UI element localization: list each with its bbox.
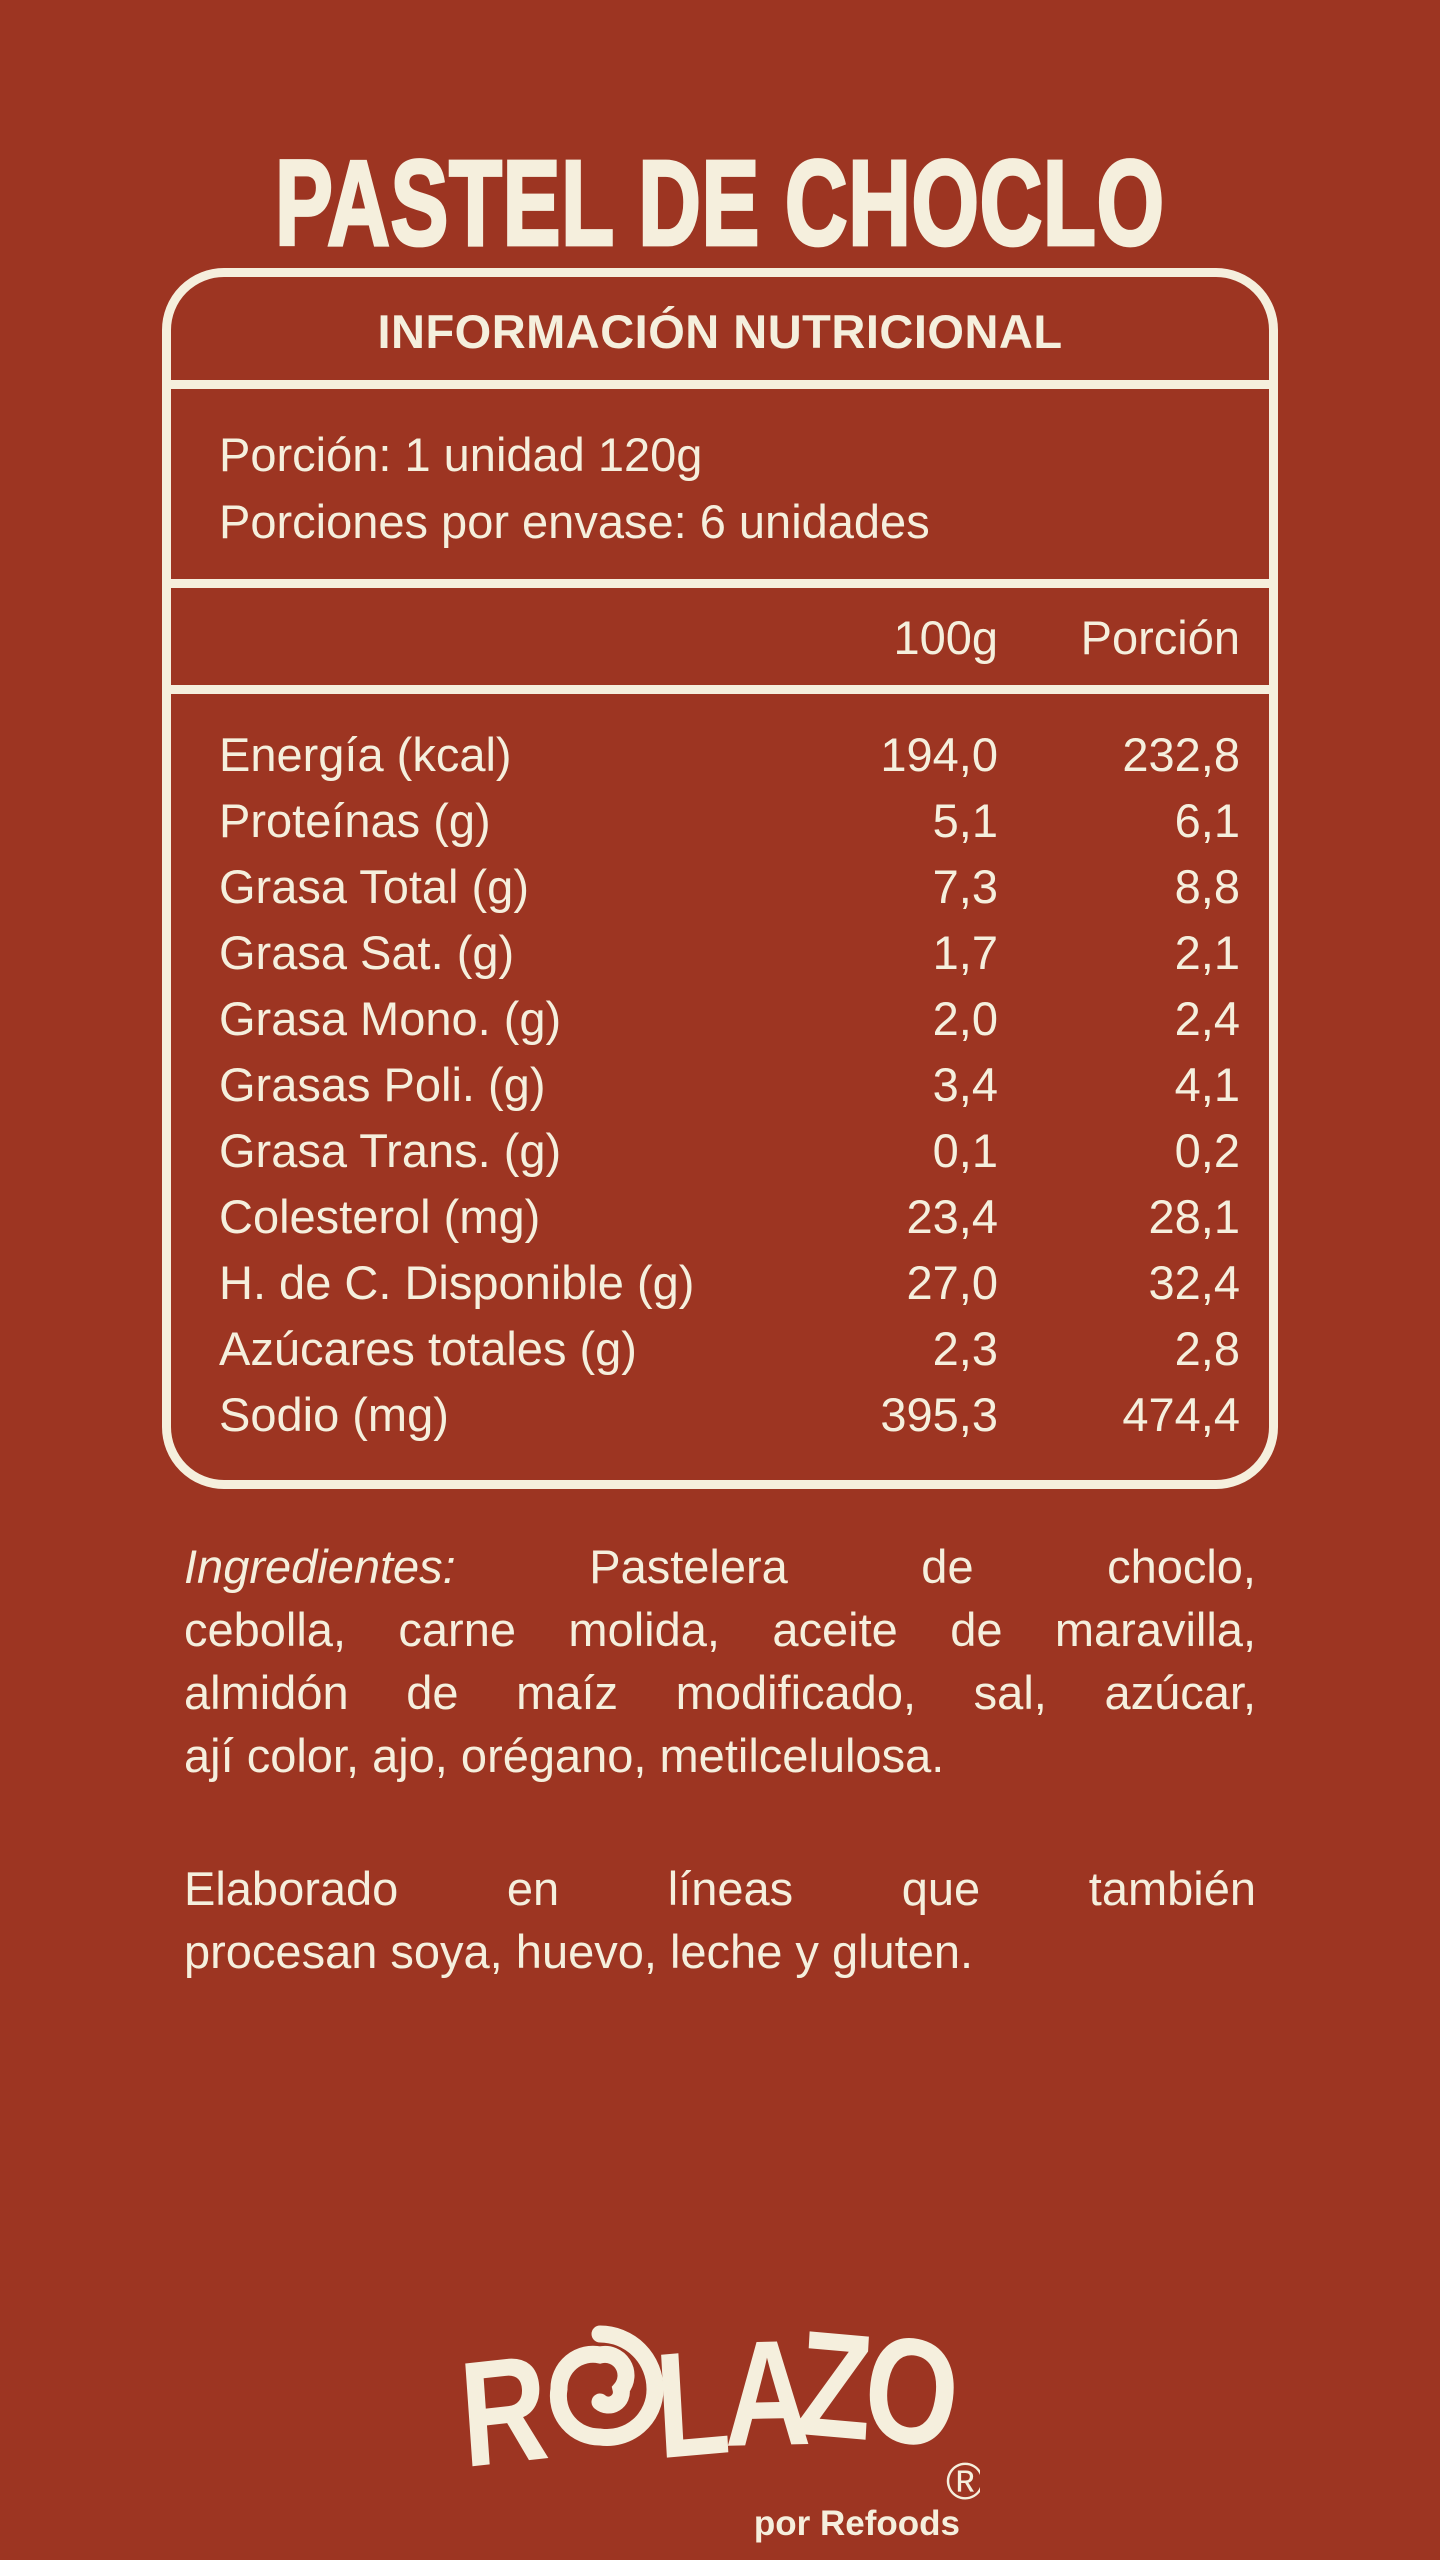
- column-header-100g: 100g: [893, 611, 998, 664]
- value-per-portion: 2,4: [1174, 992, 1240, 1045]
- serving-size: Porción: 1 unidad 120g: [219, 428, 703, 481]
- panel-header: INFORMACIÓN NUTRICIONAL: [377, 305, 1063, 358]
- value-per-100g: 7,3: [932, 860, 998, 913]
- logo-letter: Z: [794, 2298, 877, 2472]
- value-per-portion: 2,8: [1174, 1322, 1240, 1375]
- serving-info: Porción: 1 unidad 120g Porciones por env…: [171, 389, 1269, 579]
- nutrient-label: Grasa Total (g): [219, 860, 529, 913]
- logo-letter: L: [651, 2316, 734, 2490]
- value-per-100g: 395,3: [880, 1388, 998, 1441]
- value-per-portion: 0,2: [1174, 1124, 1240, 1177]
- value-per-portion: 4,1: [1174, 1058, 1240, 1111]
- value-per-100g: 2,3: [932, 1322, 998, 1375]
- value-per-100g: 3,4: [932, 1058, 998, 1111]
- ingredients-line: cebolla, carne molida, aceite de maravil…: [184, 1603, 1256, 1656]
- value-per-portion: 6,1: [1174, 794, 1240, 847]
- allergen-paragraph: Elaborado en líneas que también procesan…: [184, 1857, 1256, 1983]
- ingredients-label: Ingredientes:: [184, 1540, 456, 1593]
- logo-letter: A: [723, 2308, 812, 2478]
- nutrient-label: Azúcares totales (g): [219, 1322, 637, 1375]
- allergen-line: procesan soya, huevo, leche y gluten.: [184, 1925, 974, 1978]
- rolazo-logo: R L A Z O ® por Refoods: [460, 2298, 980, 2543]
- value-per-portion: 28,1: [1148, 1190, 1240, 1243]
- ingredients-line: ají color, ajo, orégano, metilcelulosa.: [184, 1729, 945, 1782]
- nutrient-label: Grasas Poli. (g): [219, 1058, 546, 1111]
- value-per-100g: 5,1: [932, 794, 998, 847]
- divider: [171, 380, 1269, 389]
- value-per-100g: 1,7: [932, 926, 998, 979]
- registered-mark: ®: [946, 2453, 980, 2511]
- nutrient-label: Grasa Sat. (g): [219, 926, 515, 979]
- logo-byline: por Refoods: [754, 2504, 960, 2543]
- brand-logo: R L A Z O ® por Refoods: [0, 2271, 1440, 2551]
- table-row: Grasa Trans. (g) 0,1 0,2: [219, 1118, 1240, 1184]
- table-row: Grasa Mono. (g) 2,0 2,4: [219, 986, 1240, 1052]
- divider: [171, 579, 1269, 588]
- value-per-portion: 474,4: [1122, 1388, 1240, 1441]
- value-per-100g: 2,0: [932, 992, 998, 1045]
- table-row: Grasa Total (g) 7,3 8,8: [219, 854, 1240, 920]
- product-title: PASTEL DE CHOCLO: [274, 135, 1165, 271]
- value-per-100g: 27,0: [906, 1256, 998, 1309]
- ingredients-text: Pastelera de choclo,: [589, 1540, 1256, 1593]
- logo-letter: R: [460, 2322, 553, 2499]
- table-column-headers: 100g Porción: [171, 588, 1269, 685]
- ingredients-paragraph: Ingredientes: Pastelera de choclo, cebol…: [184, 1535, 1256, 1787]
- logo-letter: O: [855, 2299, 968, 2483]
- value-per-portion: 232,8: [1122, 728, 1240, 781]
- servings-per-package: Porciones por envase: 6 unidades: [219, 495, 930, 548]
- value-per-portion: 32,4: [1148, 1256, 1240, 1309]
- value-per-100g: 0,1: [932, 1124, 998, 1177]
- spiral-o-icon: [549, 2325, 664, 2446]
- ingredients-line: Ingredientes: Pastelera de choclo,: [184, 1535, 1256, 1598]
- ingredients-line: almidón de maíz modificado, sal, azúcar,: [184, 1666, 1256, 1719]
- table-row: Grasas Poli. (g) 3,4 4,1: [219, 1052, 1240, 1118]
- table-row: Azúcares totales (g) 2,3 2,8: [219, 1316, 1240, 1382]
- value-per-portion: 2,1: [1174, 926, 1240, 979]
- table-row: H. de C. Disponible (g) 27,0 32,4: [219, 1250, 1240, 1316]
- nutrient-label: Sodio (mg): [219, 1388, 449, 1441]
- nutrition-panel: INFORMACIÓN NUTRICIONAL Porción: 1 unida…: [162, 268, 1278, 1489]
- table-row: Energía (kcal) 194,0 232,8: [219, 722, 1240, 788]
- nutrient-label: Colesterol (mg): [219, 1190, 541, 1243]
- table-row: Grasa Sat. (g) 1,7 2,1: [219, 920, 1240, 986]
- table-row: Proteínas (g) 5,1 6,1: [219, 788, 1240, 854]
- table-row: Sodio (mg) 395,3 474,4: [219, 1382, 1240, 1448]
- value-per-100g: 23,4: [906, 1190, 998, 1243]
- nutrient-label: Grasa Mono. (g): [219, 992, 562, 1045]
- nutrient-label: Grasa Trans. (g): [219, 1124, 562, 1177]
- nutrient-label: Proteínas (g): [219, 794, 491, 847]
- nutrient-label: Energía (kcal): [219, 728, 512, 781]
- nutrition-table: Energía (kcal) 194,0 232,8 Proteínas (g)…: [171, 694, 1269, 1480]
- value-per-100g: 194,0: [880, 728, 998, 781]
- nutrient-label: H. de C. Disponible (g): [219, 1256, 695, 1309]
- value-per-portion: 8,8: [1174, 860, 1240, 913]
- table-row: Colesterol (mg) 23,4 28,1: [219, 1184, 1240, 1250]
- divider: [171, 685, 1269, 694]
- column-header-porcion: Porción: [1080, 611, 1240, 664]
- allergen-line: Elaborado en líneas que también: [184, 1862, 1256, 1915]
